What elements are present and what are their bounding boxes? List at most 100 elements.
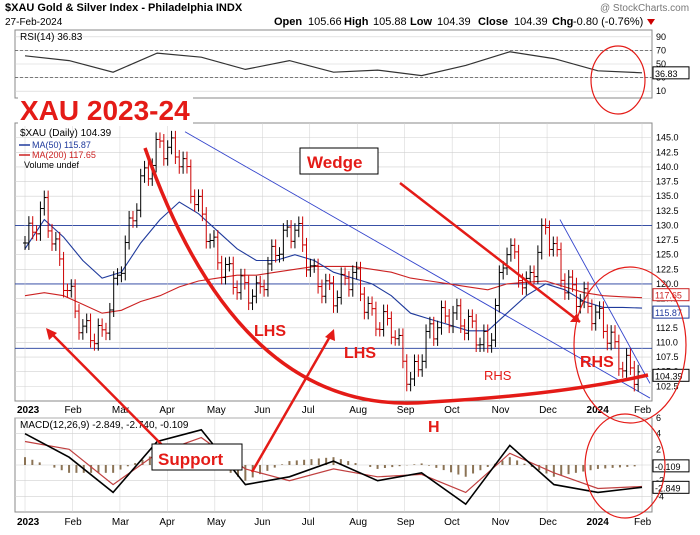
price-x-label: Jul (302, 405, 315, 416)
price-x-label: Sep (397, 405, 415, 416)
low-value: 104.39 (437, 16, 471, 28)
ma200-value-badge: 117.65 (655, 291, 682, 301)
rsi-value-badge: 36.83 (655, 69, 678, 79)
macd-x-label: Apr (159, 517, 175, 528)
wedge-upper-trendline (184, 131, 651, 399)
price-tick-label: 102.5 (656, 381, 679, 391)
price-x-label: Mar (112, 405, 130, 416)
macd-x-label: Feb (64, 517, 82, 528)
support-arrowhead-left-icon (46, 328, 57, 340)
annotation-overlay: XAU 2023-24 Wedge LHS LHS RHS RHS H Supp… (18, 45, 687, 519)
macd-signal-line (24, 436, 643, 494)
macd-x-label: Aug (349, 517, 367, 528)
macd-x-label: Sep (397, 517, 415, 528)
rsi-tick-label: 10 (656, 86, 666, 96)
price-tick-label: 112.5 (656, 323, 678, 333)
price-tick-label: 130.0 (656, 220, 679, 230)
high-label: High (344, 16, 369, 28)
close-value: 104.39 (514, 16, 548, 28)
close-value-badge: 104.39 (655, 371, 683, 381)
macd-x-label: May (207, 517, 226, 528)
macd-legend: MACD(12,26,9) -2.849, -2.740, -0.109 (20, 420, 189, 431)
lhs-label-2: LHS (344, 345, 376, 362)
price-tick-label: 127.5 (656, 235, 679, 245)
price-legend: $XAU (Daily) 104.39 (20, 128, 112, 139)
wedge-label-box (299, 147, 379, 175)
low-label: Low (410, 16, 432, 28)
cup-support-curve (143, 147, 649, 405)
rhs-label-big: RHS (580, 354, 614, 371)
open-value: 105.66 (308, 16, 342, 28)
price-x-label: Dec (539, 405, 557, 416)
macd-tick-label: 2 (656, 444, 661, 454)
price-tick-label: 132.5 (656, 206, 679, 216)
ma200-legend: MA(200) 117.65 (32, 150, 96, 160)
rsi-tick-label: 90 (656, 32, 666, 42)
price-x-label: Feb (64, 405, 82, 416)
macd-x-label: 2023 (17, 517, 40, 528)
rsi-value-badge-box (652, 66, 690, 80)
price-x-label: May (207, 405, 226, 416)
price-highlight-circle (573, 266, 687, 424)
ma50-legend: MA(50) 115.87 (32, 140, 91, 150)
macd-x-label: Mar (112, 517, 130, 528)
price-x-label: 2024 (587, 405, 610, 416)
wedge-falling-trendline (559, 219, 651, 384)
macd-tick-label: 4 (656, 429, 661, 439)
open-label: Open (274, 16, 302, 28)
chg-value: -0.80 (-0.76%) (573, 16, 643, 28)
price-x-label: Apr (159, 405, 175, 416)
macd-tick-label: 6 (656, 413, 661, 423)
price-x-label: Aug (349, 405, 367, 416)
macd-x-label: Jun (254, 517, 270, 528)
close-value-badge-box (652, 368, 690, 382)
macd-x-label: 2024 (587, 517, 610, 528)
wedge-arrow (399, 182, 581, 323)
big-title-box (18, 93, 193, 126)
macd-hist-badge-box (652, 459, 690, 473)
macd-x-label: Oct (444, 517, 460, 528)
macd-hist-badge: -0.109 (655, 462, 681, 472)
rsi-line (24, 51, 643, 77)
chg-label: Chg (552, 16, 573, 28)
macd-x-label: Dec (539, 517, 557, 528)
support-arrow-left (47, 329, 173, 456)
macd-value-badge: -2.849 (655, 483, 681, 493)
down-arrow-icon (647, 19, 655, 25)
price-tick-label: 137.5 (656, 177, 679, 187)
price-x-label: Nov (492, 405, 510, 416)
ohlc-row: Open 105.66 High 105.88 Low 104.39 Close… (274, 16, 655, 28)
price-x-label: Jun (254, 405, 270, 416)
symbol-title: $XAU Gold & Silver Index - Philadelphia … (5, 2, 243, 14)
rsi-legend: RSI(14) 36.83 (20, 32, 83, 43)
macd-x-label: Jul (302, 517, 315, 528)
macd-panel: 6420-2-42023FebMarAprMayJunJulAugSepOctN… (15, 413, 690, 528)
price-tick-label: 120.0 (656, 279, 679, 289)
price-tick-label: 110.0 (656, 337, 678, 347)
support-arrow-right (250, 332, 334, 473)
rhs-label-small: RHS (484, 368, 512, 383)
macd-x-label: Feb (634, 517, 652, 528)
price-tick-label: 145.0 (656, 133, 679, 143)
rsi-panel: 907050301036.83 (15, 32, 690, 96)
volume-legend: Volume undef (24, 160, 80, 170)
price-tick-label: 107.5 (656, 352, 679, 362)
high-value: 105.88 (373, 16, 407, 28)
lhs-label-1: LHS (254, 323, 286, 340)
rsi-highlight-circle (590, 45, 646, 115)
price-tick-label: 125.0 (656, 250, 679, 260)
macd-x-label: Nov (492, 517, 510, 528)
macd-highlight-circle (584, 413, 666, 519)
close-label: Close (478, 16, 508, 28)
wedge-label: Wedge (307, 153, 362, 172)
chart-date: 27-Feb-2024 (5, 17, 63, 28)
price-x-label: Feb (634, 405, 652, 416)
support-label-box (151, 443, 243, 471)
macd-tick-label: -4 (656, 491, 664, 501)
price-x-label: Oct (444, 405, 460, 416)
price-tick-label: 135.0 (656, 191, 679, 201)
ma50-value-badge: 115.87 (655, 308, 682, 318)
macd-tick-label: -2 (656, 476, 664, 486)
